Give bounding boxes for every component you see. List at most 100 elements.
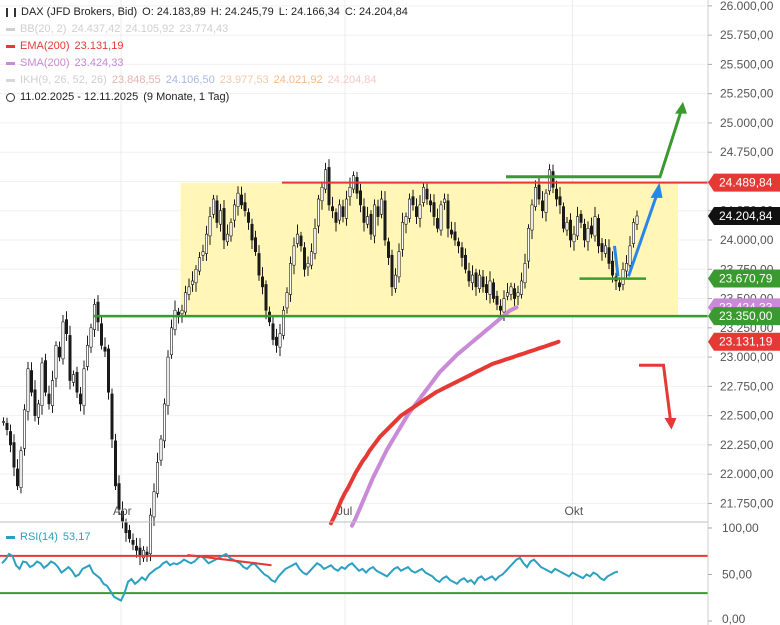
candle-body: [369, 213, 373, 235]
legend-bb-row[interactable]: BB(20, 2) 24.437,42 24.105,92 23.774,43: [6, 21, 408, 38]
candle-body: [117, 483, 121, 510]
candle-body: [526, 228, 530, 262]
candle-body: [397, 251, 401, 278]
low-value: L: 24.166,34: [278, 6, 340, 18]
rsi-legend[interactable]: RSI(14) 53,17: [6, 531, 90, 543]
candle-body: [519, 280, 523, 295]
y-tick-label: 22.000,00: [720, 467, 774, 481]
candle-body: [344, 198, 348, 219]
candle-body: [170, 327, 174, 356]
candle-body: [306, 263, 310, 268]
rsi-divergence-line: [187, 553, 272, 567]
candle-body: [589, 225, 593, 235]
candle-body: [138, 547, 142, 557]
candle-body: [316, 198, 320, 227]
legend-ikh-row[interactable]: IKH(9, 26, 52, 26) 23.848,55 24.106,50 2…: [6, 72, 408, 89]
x-tick-label: Apr: [113, 504, 132, 518]
candle-body: [491, 282, 495, 299]
candle-body: [26, 368, 30, 412]
candle-body: [281, 309, 285, 336]
candle-body: [376, 206, 380, 217]
rsi-panel: [0, 552, 708, 602]
candle-body: [156, 462, 160, 494]
candle-body: [89, 327, 93, 348]
clock-icon: [6, 93, 15, 102]
candle-body: [453, 231, 457, 241]
candle-body: [163, 403, 167, 442]
price-tag: [708, 269, 780, 288]
ikh-value-5: 24.204,84: [327, 74, 377, 86]
candle-body: [498, 305, 502, 311]
ema-swatch: [6, 45, 15, 48]
bb-middle: 24.105,92: [125, 23, 175, 35]
candle-body: [274, 336, 278, 346]
candle-body: [327, 167, 331, 206]
candle-body: [355, 177, 359, 194]
candle-body: [537, 184, 541, 200]
sma-swatch: [6, 62, 15, 65]
candle-body: [603, 245, 607, 254]
candle-body: [470, 274, 474, 284]
candle-body: [243, 202, 247, 212]
legend-ema-row[interactable]: EMA(200) 23.131,19: [6, 38, 408, 55]
ikh-value-2: 24.106,50: [165, 74, 215, 86]
ikh-value-3: 23.977,53: [219, 74, 269, 86]
candle-body: [523, 263, 527, 284]
candle-body: [278, 333, 282, 348]
bull-scenario-arrow: [506, 110, 683, 179]
candle-body: [449, 229, 453, 235]
candle-body: [201, 251, 205, 256]
candle-body: [135, 545, 139, 551]
rsi-value: 53,17: [62, 531, 91, 543]
candle-body: [166, 356, 170, 406]
candle-body: [79, 393, 83, 405]
y-tick-label: 22.500,00: [720, 409, 774, 423]
candle-body: [219, 210, 223, 225]
bb-lower: 23.774,43: [179, 23, 229, 35]
candle-body: [29, 370, 33, 393]
bull-arrowhead: [675, 101, 687, 114]
price-axis: 26.000,00 25.750,00 25.500,00 25.250,00 25.0…: [707, 0, 780, 625]
candle-body: [68, 335, 72, 381]
candle-body: [226, 233, 230, 243]
price-tag: [708, 173, 780, 192]
candle-body: [540, 200, 544, 212]
candle-body: [57, 346, 61, 358]
price-tag-label: 23.670,79: [719, 272, 773, 286]
candle-body: [400, 222, 404, 250]
candle-body: [191, 280, 195, 285]
candle-body: [212, 198, 216, 215]
instrument-name: DAX (JFD Brokers, Bid): [21, 6, 138, 18]
legend-sma-row[interactable]: SMA(200) 23.424,33: [6, 55, 408, 72]
candle-body: [247, 212, 251, 223]
candle-body: [463, 254, 467, 270]
candle-body: [292, 245, 296, 266]
sma-label: SMA(200): [20, 57, 70, 69]
candle-body: [428, 200, 432, 206]
candle-body: [390, 254, 394, 288]
candle-body: [435, 218, 439, 229]
candle-body: [295, 233, 299, 244]
candle-body: [187, 286, 191, 295]
candle-body: [533, 187, 537, 207]
blue-arrowhead: [650, 182, 663, 198]
candle-body: [635, 215, 639, 225]
candle-body: [61, 321, 65, 360]
bear-arrowhead: [664, 417, 677, 430]
candle-body: [96, 301, 100, 323]
high-value: H: 24.245,79: [210, 6, 274, 18]
candle-body: [386, 241, 390, 258]
candle-body: [558, 196, 562, 206]
candle-body: [610, 260, 614, 276]
candle-body: [159, 438, 163, 461]
candle-body: [43, 360, 47, 393]
candle-body: [460, 247, 464, 258]
candle-body: [149, 514, 153, 555]
candle-body: [579, 213, 583, 223]
candle-body: [446, 200, 450, 229]
candle-body: [481, 276, 485, 288]
bb-label: BB(20, 2): [20, 23, 67, 35]
rsi-label: RSI(14): [20, 531, 58, 543]
